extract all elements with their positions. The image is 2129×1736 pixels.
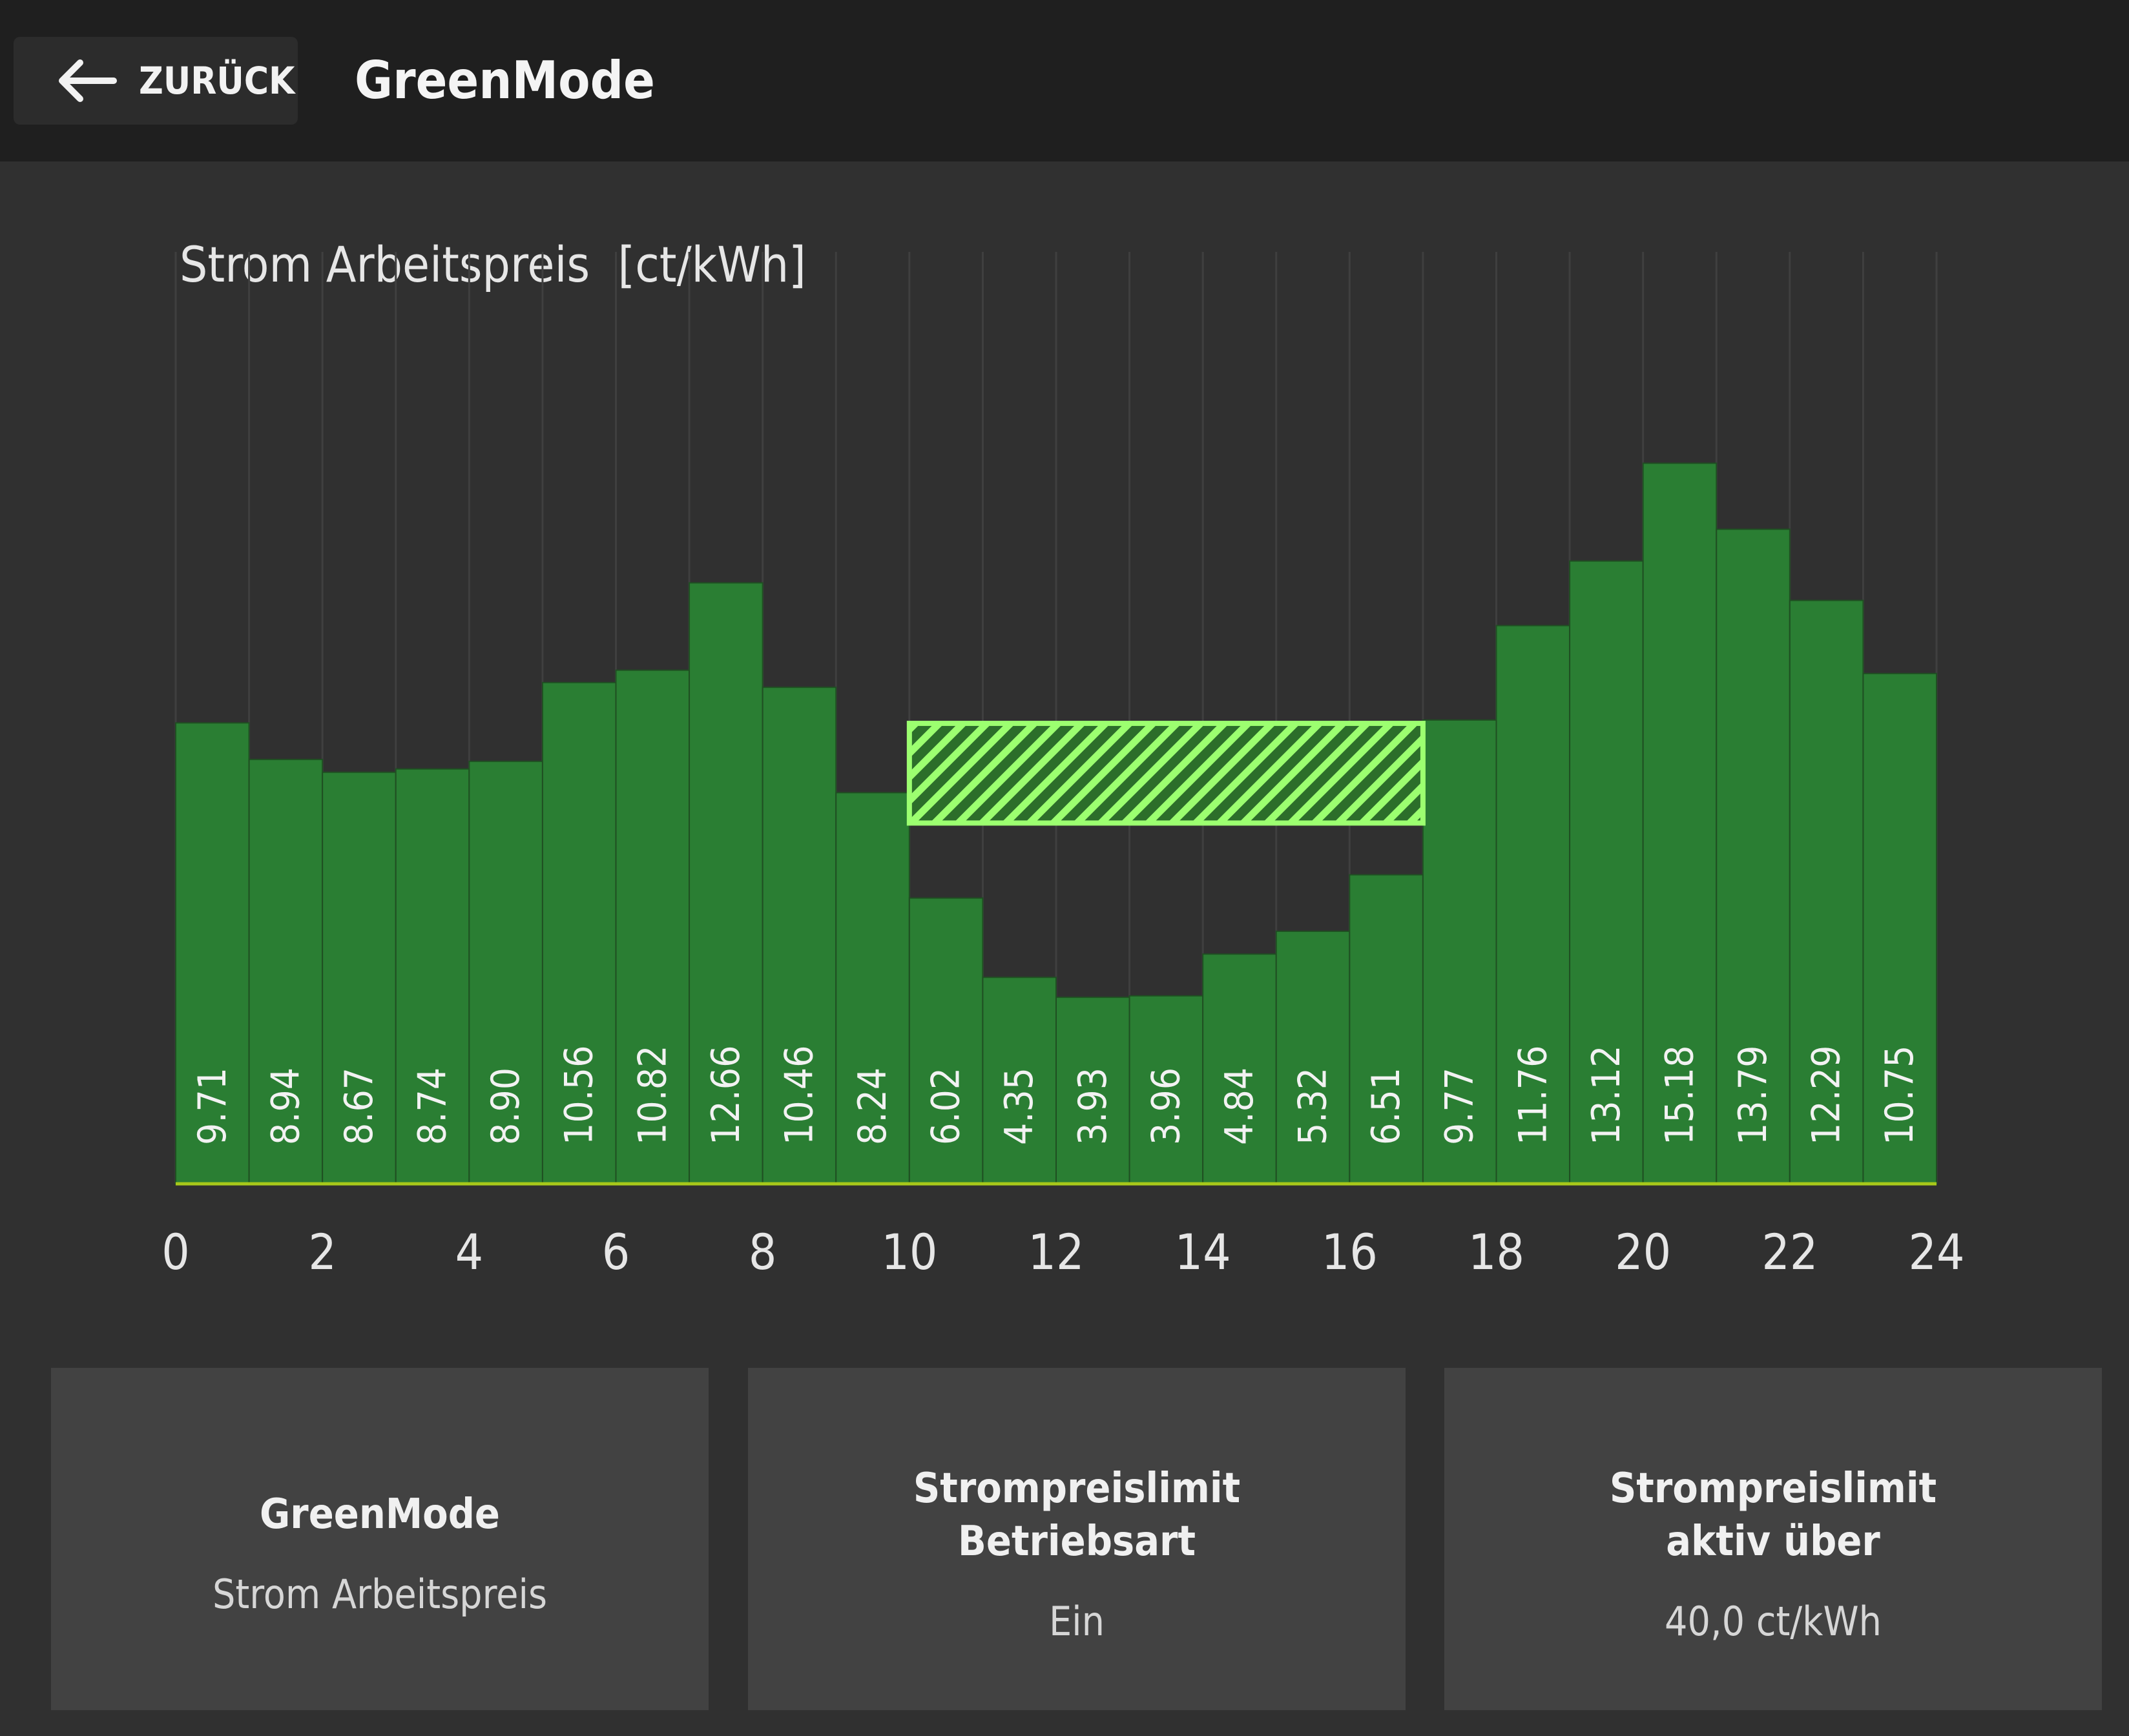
price-bar[interactable] bbox=[908, 897, 984, 1185]
bar-value-label: 8.24 bbox=[850, 1068, 895, 1145]
bar-value-label: 9.71 bbox=[190, 1068, 235, 1145]
card-title: Strompreislimit Betriebsart bbox=[913, 1465, 1241, 1566]
x-tick-label: 20 bbox=[1615, 1223, 1671, 1281]
bar-value-label: 6.02 bbox=[924, 1068, 969, 1145]
price-bar[interactable] bbox=[1275, 930, 1351, 1184]
bar-value-label: 15.18 bbox=[1657, 1046, 1702, 1145]
card-value: Strom Arbeitspreis bbox=[212, 1571, 548, 1618]
price-bar[interactable] bbox=[1128, 995, 1204, 1184]
x-tick-label: 24 bbox=[1909, 1223, 1965, 1281]
x-tick-label: 2 bbox=[308, 1223, 337, 1281]
x-tick-label: 10 bbox=[881, 1223, 937, 1281]
x-tick-label: 8 bbox=[749, 1223, 777, 1281]
card-greenmode[interactable]: GreenMode Strom Arbeitspreis bbox=[51, 1368, 709, 1710]
bar-value-label: 8.94 bbox=[263, 1068, 308, 1145]
price-bar[interactable] bbox=[395, 768, 470, 1184]
x-tick-label: 0 bbox=[161, 1223, 190, 1281]
card-value: Ein bbox=[1048, 1598, 1105, 1645]
price-bar[interactable] bbox=[1422, 719, 1497, 1184]
card-title: GreenMode bbox=[260, 1491, 500, 1538]
back-label: ZURÜCK bbox=[139, 59, 295, 103]
greenmode-window bbox=[906, 721, 1426, 826]
price-bar[interactable] bbox=[762, 687, 837, 1184]
price-chart: Strom Arbeitspreis [ct/kWh] 9.71 8.94 8.67… bbox=[0, 161, 2129, 1356]
card-value: 40,0 ct/kWh bbox=[1664, 1598, 1882, 1645]
bar-value-label: 5.32 bbox=[1291, 1068, 1336, 1145]
x-tick-label: 6 bbox=[602, 1223, 630, 1281]
x-tick-label: 18 bbox=[1468, 1223, 1524, 1281]
bar-value-label: 10.75 bbox=[1877, 1046, 1922, 1145]
bar-value-label: 11.76 bbox=[1510, 1046, 1555, 1145]
bar-value-label: 9.77 bbox=[1437, 1068, 1482, 1145]
arrow-left-icon bbox=[59, 59, 117, 102]
x-tick-label: 14 bbox=[1175, 1223, 1231, 1281]
bar-value-label: 10.82 bbox=[630, 1046, 675, 1145]
header-bar: ZURÜCK GreenMode bbox=[0, 0, 2129, 161]
price-bar[interactable] bbox=[689, 582, 763, 1184]
price-bar[interactable] bbox=[615, 669, 691, 1184]
price-bar[interactable] bbox=[1716, 528, 1791, 1184]
price-bar[interactable] bbox=[175, 722, 250, 1184]
card-strompreislimit-betriebsart[interactable]: Strompreislimit Betriebsart Ein bbox=[748, 1368, 1406, 1710]
bar-value-label: 8.67 bbox=[337, 1068, 382, 1145]
bar-value-label: 8.74 bbox=[410, 1068, 455, 1145]
back-button[interactable]: ZURÜCK bbox=[14, 37, 298, 125]
bar-value-label: 3.93 bbox=[1070, 1068, 1116, 1145]
x-tick-label: 16 bbox=[1322, 1223, 1378, 1281]
price-bar[interactable] bbox=[1642, 462, 1718, 1184]
x-tick-label: 4 bbox=[455, 1223, 484, 1281]
bar-value-label: 10.46 bbox=[776, 1046, 822, 1145]
bar-value-label: 13.79 bbox=[1730, 1046, 1776, 1145]
price-bar[interactable] bbox=[1202, 953, 1277, 1184]
bar-value-label: 8.90 bbox=[483, 1068, 528, 1145]
x-tick-label: 12 bbox=[1028, 1223, 1085, 1281]
price-bar[interactable] bbox=[468, 760, 543, 1184]
chart-title: Strom Arbeitspreis [ct/kWh] bbox=[180, 236, 806, 293]
x-tick-label: 22 bbox=[1761, 1223, 1818, 1281]
bar-value-label: 10.56 bbox=[557, 1046, 602, 1145]
bar-value-label: 3.96 bbox=[1143, 1068, 1189, 1145]
price-bar[interactable] bbox=[541, 681, 617, 1184]
card-title: Strompreislimit aktiv über bbox=[1609, 1465, 1937, 1566]
bar-value-label: 12.66 bbox=[703, 1046, 749, 1145]
price-bar[interactable] bbox=[1055, 997, 1130, 1185]
bar-value-label: 6.51 bbox=[1364, 1068, 1409, 1145]
price-bar[interactable] bbox=[1349, 874, 1424, 1184]
bar-value-label: 4.84 bbox=[1217, 1068, 1262, 1145]
bar-value-label: 13.12 bbox=[1584, 1046, 1629, 1145]
price-bar[interactable] bbox=[1862, 672, 1938, 1184]
bar-value-label: 4.35 bbox=[997, 1068, 1042, 1145]
page-title: GreenMode bbox=[355, 50, 655, 110]
price-bar[interactable] bbox=[1569, 560, 1644, 1184]
bar-value-label: 12.29 bbox=[1804, 1046, 1849, 1145]
card-strompreislimit-aktiv-ueber[interactable]: Strompreislimit aktiv über 40,0 ct/kWh bbox=[1444, 1368, 2102, 1710]
